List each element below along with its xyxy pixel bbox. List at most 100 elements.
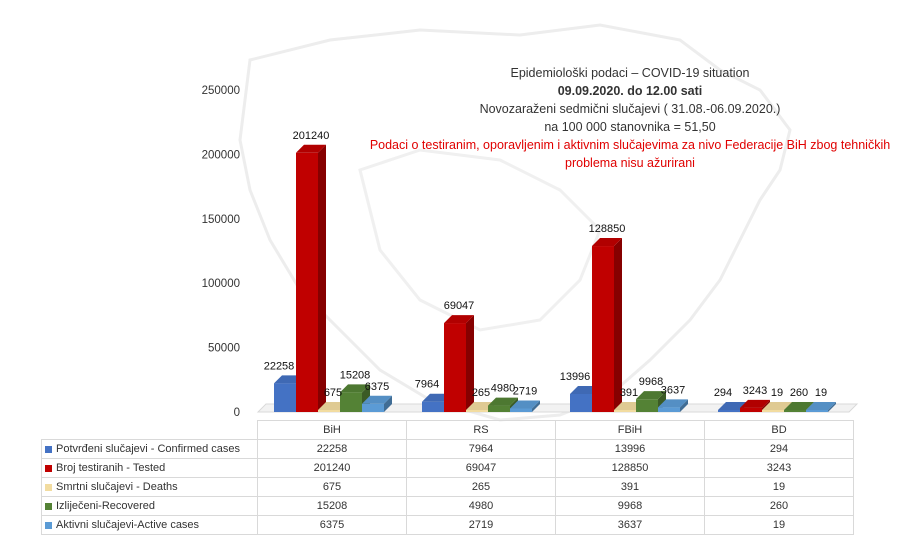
data-label: 69047: [444, 300, 475, 312]
table-cell: 294: [704, 439, 854, 459]
bar-top: [488, 397, 518, 406]
bar-front: [636, 399, 658, 412]
data-label: 3637: [661, 384, 685, 396]
bars-layer: [274, 144, 836, 412]
bar: [592, 238, 622, 412]
incidence-line: na 100 000 stanovnika = 51,50: [544, 120, 716, 134]
table-cell: 128850: [555, 458, 705, 478]
legend-label: Izliječeni-Recovered: [56, 500, 156, 512]
bar-side: [466, 315, 474, 412]
y-axis: 0 50000 100000 150000 200000 250000: [202, 85, 240, 419]
bar-front: [340, 392, 362, 412]
category-label: RS: [406, 420, 556, 440]
data-table-header: BiH RS FBiH BD: [41, 420, 854, 440]
bar-front: [784, 410, 806, 412]
legend-entry: Aktivni slučajevi-Active cases: [41, 515, 258, 535]
bar-front: [444, 323, 466, 412]
category-label: BiH: [257, 420, 407, 440]
legend-entry: Broj testiranih - Tested: [41, 458, 258, 478]
bar-top: [806, 402, 836, 410]
bar-front: [510, 408, 532, 412]
data-label: 19: [815, 387, 827, 399]
bar-front: [718, 410, 740, 412]
table-cell: 391: [555, 477, 705, 497]
bar-side: [828, 402, 836, 412]
legend-swatch: [45, 502, 52, 510]
table-cell: 69047: [406, 458, 556, 478]
bar-top: [636, 391, 666, 400]
data-label: 13996: [560, 371, 591, 383]
y-tick-label: 250000: [202, 85, 240, 97]
bar: [444, 315, 474, 412]
legend-entry: Izliječeni-Recovered: [41, 496, 258, 516]
table-cell: 15208: [257, 496, 407, 516]
table-row: Aktivni slučajevi-Active cases 6375 2719 36…: [41, 515, 854, 535]
bar: [296, 144, 326, 412]
bar: [658, 399, 688, 412]
data-label: 294: [714, 387, 732, 399]
bar-front: [570, 393, 592, 412]
table-cell: 260: [704, 496, 854, 516]
table-cell: 22258: [257, 439, 407, 459]
y-tick-label: 200000: [202, 149, 240, 161]
table-corner: [41, 420, 258, 440]
legend-swatch: [45, 464, 52, 472]
bar-front: [740, 407, 762, 412]
table-row: Broj testiranih - Tested 201240 69047 12885…: [41, 458, 854, 478]
bar: [510, 400, 540, 412]
table-cell: 3243: [704, 458, 854, 478]
bar-side: [614, 238, 622, 412]
data-label: 2719: [513, 385, 537, 397]
bar-front: [762, 410, 784, 412]
y-tick-label: 100000: [202, 278, 240, 290]
bar-front: [362, 403, 384, 412]
table-cell: 4980: [406, 496, 556, 516]
data-label: 15208: [340, 369, 371, 381]
bar-top: [340, 384, 370, 393]
table-cell: 2719: [406, 515, 556, 535]
bar-side: [384, 395, 392, 412]
bar-front: [488, 405, 510, 412]
bar: [806, 402, 836, 412]
legend-swatch: [45, 445, 52, 453]
bar-side: [318, 144, 326, 412]
data-label: 201240: [293, 130, 330, 142]
bar-front: [296, 152, 318, 412]
data-label: 7964: [415, 379, 439, 391]
legend-label: Aktivni slučajevi-Active cases: [56, 519, 200, 531]
data-label: 6375: [365, 381, 389, 393]
chart-title: Epidemiološki podaci – COVID-19 situatio…: [510, 66, 750, 80]
table-cell: 7964: [406, 439, 556, 459]
bar-front: [422, 401, 444, 412]
bar-top: [658, 399, 688, 408]
bar-top: [784, 402, 814, 410]
warning-note: Podaci o testiranim, oporavljenim i akti…: [369, 138, 891, 170]
bar-top: [740, 399, 770, 408]
category-label: BD: [704, 420, 854, 440]
data-label: 260: [790, 387, 808, 399]
table-cell: 13996: [555, 439, 705, 459]
table-cell: 19: [704, 477, 854, 497]
bar-top: [296, 144, 326, 153]
table-cell: 3637: [555, 515, 705, 535]
bar-top: [444, 315, 474, 324]
bar: [362, 395, 392, 412]
data-label: 128850: [589, 223, 626, 235]
chart-title-block: Epidemiološki podaci – COVID-19 situatio…: [360, 64, 900, 172]
bar-side: [680, 399, 688, 412]
bar-front: [318, 410, 340, 412]
y-tick-label: 0: [234, 407, 240, 419]
table-cell: 6375: [257, 515, 407, 535]
data-table: BiH RS FBiH BD Potvrđeni slučajevi - Con…: [41, 420, 854, 535]
legend-entry: Potvrđeni slučajevi - Confirmed cases: [41, 439, 258, 459]
table-cell: 265: [406, 477, 556, 497]
data-label: 265: [472, 387, 490, 399]
table-cell: 9968: [555, 496, 705, 516]
legend-entry: Smrtni slučajevi - Deaths: [41, 477, 258, 497]
bar-top: [592, 238, 622, 247]
table-cell: 675: [257, 477, 407, 497]
bar-top: [762, 402, 792, 410]
y-tick-label: 150000: [202, 214, 240, 226]
